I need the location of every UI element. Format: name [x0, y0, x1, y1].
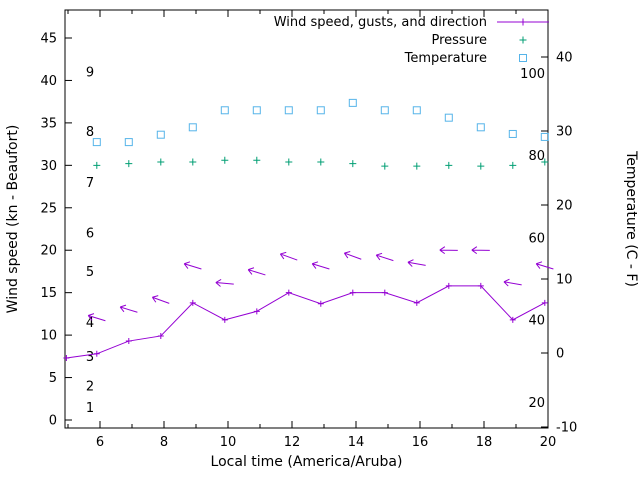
y-right-tick-label: 30	[556, 125, 573, 140]
x-tick-label: 18	[476, 435, 493, 450]
y-right-tick-label: 20	[556, 199, 573, 214]
x-tick-label: 12	[284, 435, 301, 450]
beaufort-label: 1	[86, 401, 94, 416]
y-axis-right: -10 0 10 20 30 40 20 40 60 80 100 Temperature (C - …	[520, 51, 639, 436]
series-wind-speed	[63, 282, 548, 362]
y-left-tick-label: 30	[40, 159, 57, 174]
x-tick-label: 16	[412, 435, 429, 450]
y-left-tick-label: 40	[40, 74, 57, 89]
fahrenheit-label: 60	[528, 231, 545, 246]
plot-border	[64, 9, 549, 429]
beaufort-label: 5	[86, 265, 94, 280]
legend-label: Wind speed, gusts, and direction	[274, 15, 487, 30]
beaufort-label: 4	[86, 316, 94, 331]
beaufort-label: 9	[86, 65, 94, 80]
fahrenheit-label: 100	[520, 67, 545, 82]
y-right-tick-label: -10	[556, 421, 577, 436]
beaufort-label: 7	[86, 176, 94, 191]
x-tick-label: 14	[348, 435, 365, 450]
y-left-tick-label: 20	[40, 244, 57, 259]
x-tick-label: 6	[96, 435, 104, 450]
beaufort-label: 3	[86, 350, 94, 365]
fahrenheit-label: 80	[528, 149, 545, 164]
y-left-axis-title: Wind speed (kn - Beaufort)	[5, 125, 21, 314]
y-left-tick-label: 15	[40, 286, 57, 301]
x-tick-label: 20	[540, 435, 557, 450]
y-left-tick-label: 45	[40, 32, 57, 47]
y-left-tick-label: 25	[40, 201, 57, 216]
x-axis-title: Local time (America/Aruba)	[211, 454, 403, 470]
y-left-tick-label: 0	[49, 414, 57, 429]
x-tick-label: 8	[160, 435, 168, 450]
beaufort-label: 8	[86, 125, 94, 140]
y-right-tick-label: 0	[556, 347, 564, 362]
y-left-tick-label: 35	[40, 116, 57, 131]
x-tick-label: 10	[220, 435, 237, 450]
y-right-tick-label: 10	[556, 273, 573, 288]
fahrenheit-label: 20	[528, 396, 545, 411]
fahrenheit-label: 40	[528, 314, 545, 329]
y-right-tick-label: 40	[556, 51, 573, 66]
beaufort-label: 6	[86, 227, 94, 242]
y-right-axis-title: Temperature (C - F)	[623, 150, 639, 287]
y-left-tick-label: 5	[49, 371, 57, 386]
beaufort-label: 2	[86, 380, 94, 395]
series-gusts-arrows	[87, 246, 554, 322]
legend-label: Temperature	[404, 51, 487, 66]
legend: Wind speed, gusts, and direction Pressure…	[274, 15, 549, 66]
series-pressure	[93, 156, 549, 170]
y-left-tick-label: 10	[40, 329, 57, 344]
series-temperature	[92, 98, 549, 147]
legend-label: Pressure	[431, 33, 487, 48]
